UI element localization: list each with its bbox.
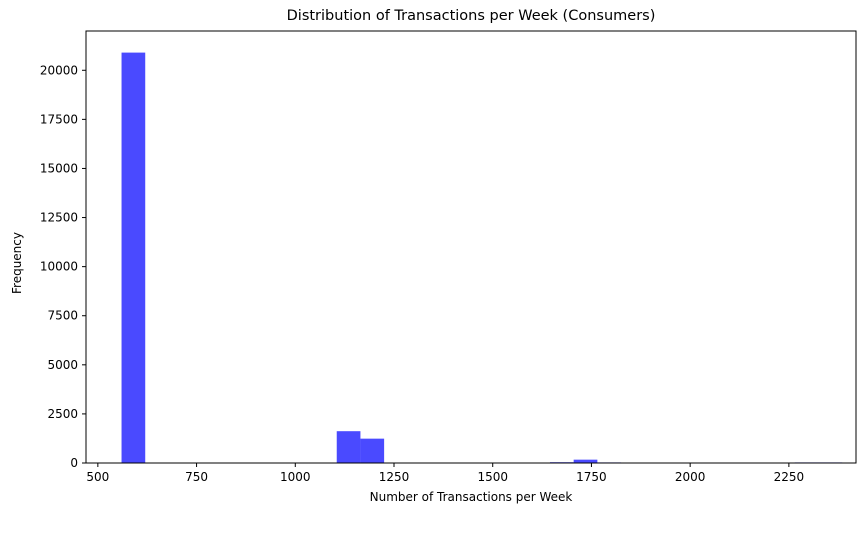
y-tick-label: 2500 [47,407,78,421]
x-tick-label: 2000 [675,470,706,484]
histogram-bar-2 [360,438,385,463]
chart-title: Distribution of Transactions per Week (C… [287,8,656,24]
x-axis-label: Number of Transactions per Week [370,490,573,504]
histogram-bar-0 [121,52,146,463]
x-tick-label: 1250 [379,470,410,484]
y-axis-label: Frequency [10,232,24,294]
y-tick-label: 10000 [40,260,78,274]
x-axis-ticks: 500 750 1000 1250 1500 1750 2000 2250 [86,463,804,484]
bars-group [121,52,843,463]
y-tick-label: 12500 [40,211,78,225]
y-tick-label: 0 [70,456,78,470]
plot-frame [85,30,857,464]
histogram-bar-1 [336,431,361,463]
x-tick-label: 500 [86,470,109,484]
x-tick-label: 1500 [477,470,508,484]
histogram-bar-4 [573,459,598,463]
x-tick-label: 1750 [576,470,607,484]
y-axis-ticks: 0 2500 5000 7500 10000 12500 15000 17500 20000 [40,63,86,470]
y-tick-label: 5000 [47,358,78,372]
x-tick-label: 1000 [280,470,311,484]
y-tick-label: 17500 [40,112,78,126]
x-tick-label: 2250 [774,470,805,484]
y-tick-label: 20000 [40,63,78,77]
y-tick-label: 7500 [47,309,78,323]
x-tick-label: 750 [185,470,208,484]
y-tick-label: 15000 [40,161,78,175]
